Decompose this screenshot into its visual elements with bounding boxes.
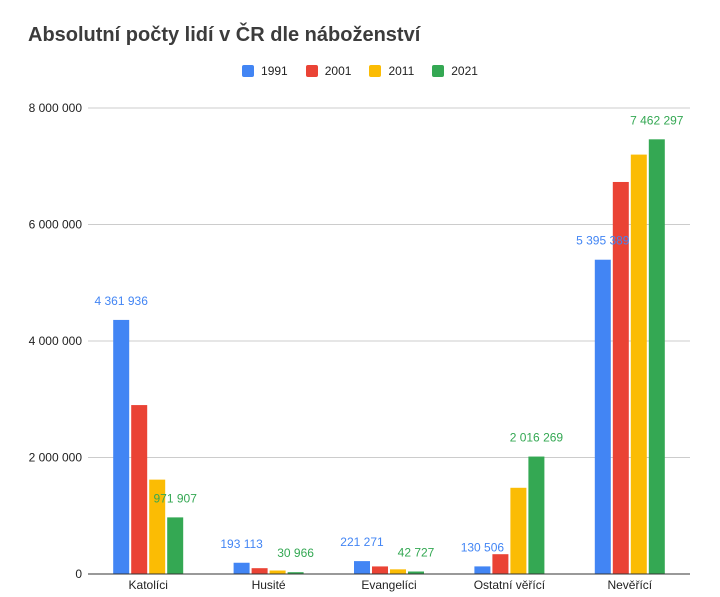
bar-2021-2 (408, 571, 424, 574)
bar-2011-4 (630, 154, 647, 574)
y-tick-label: 8 000 000 (29, 101, 83, 115)
data-label-2021-2: 42 727 (398, 546, 435, 560)
data-label-1991-4: 5 395 389 (576, 234, 630, 248)
bar-2001-1 (251, 568, 268, 574)
bar-2001-4 (612, 181, 629, 575)
x-tick-label: Husité (252, 578, 286, 592)
legend-label: 2001 (324, 64, 352, 78)
legend-swatch (432, 65, 445, 77)
legend: 1991 2001 2011 2021 (0, 64, 720, 78)
bar-1991-1 (233, 562, 250, 574)
bar-2001-0 (131, 405, 148, 574)
legend-label: 2011 (388, 64, 415, 78)
data-label-1991-1: 193 113 (220, 537, 263, 551)
legend-swatch (242, 65, 255, 77)
bar-2021-0 (167, 517, 184, 574)
legend-label: 1991 (261, 64, 288, 78)
bar-2011-1 (269, 570, 286, 574)
y-tick-label: 6 000 000 (29, 218, 83, 232)
x-tick-label: Ostatní věřící (474, 578, 546, 592)
data-label-2021-1: 30 966 (277, 546, 314, 560)
bar-1991-2 (354, 561, 370, 574)
legend-item-2011: 2011 (369, 64, 414, 78)
bar-2011-3 (510, 487, 527, 574)
legend-label: 2021 (451, 64, 478, 78)
data-label-2021-3: 2 016 269 (510, 431, 564, 445)
bar-2021-3 (528, 456, 545, 574)
bar-1991-4 (594, 259, 611, 574)
bar-2001-2 (372, 566, 388, 574)
x-tick-label: Nevěřící (607, 578, 652, 592)
bar-2021-1 (287, 572, 304, 574)
legend-item-2021: 2021 (432, 64, 478, 78)
bar-2001-3 (492, 554, 509, 574)
y-tick-label: 2 000 000 (29, 451, 83, 465)
bar-2011-0 (149, 479, 166, 574)
y-tick-label: 0 (75, 567, 82, 581)
legend-swatch (305, 65, 318, 77)
x-tick-label: Katolíci (129, 578, 168, 592)
bar-1991-0 (113, 319, 130, 574)
y-tick-label: 4 000 000 (29, 334, 83, 348)
data-label-1991-3: 130 506 (461, 540, 505, 554)
bar-1991-3 (474, 566, 491, 574)
chart-title: Absolutní počty lidí v ČR dle náboženstv… (28, 24, 421, 46)
legend-item-1991: 1991 (242, 64, 288, 78)
bar-2011-2 (390, 569, 406, 574)
x-tick-label: Evangelíci (361, 578, 416, 592)
data-label-1991-0: 4 361 936 (95, 294, 149, 308)
legend-item-2001: 2001 (305, 64, 352, 78)
data-label-2021-0: 971 907 (154, 491, 198, 505)
data-label-1991-2: 221 271 (340, 535, 384, 549)
bar-2021-4 (648, 139, 665, 574)
legend-swatch (369, 65, 382, 77)
data-label-2021-4: 7 462 297 (630, 113, 684, 127)
